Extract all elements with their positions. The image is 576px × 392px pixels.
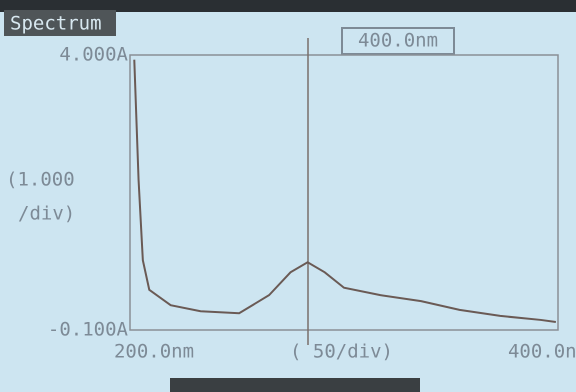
screen: Spectrum 400.0nm (1.000 /div) ( 50/div) … xyxy=(0,0,576,392)
y-tick-label: -0.100A xyxy=(48,319,129,341)
y-axis-label: (1.000 xyxy=(6,169,75,191)
x-axis-label: ( 50/div) xyxy=(290,341,393,363)
x-tick-label: 400.0nm xyxy=(508,341,576,363)
cursor-readout: 400.0nm xyxy=(358,30,438,52)
y-axis-label: /div) xyxy=(18,203,75,225)
header-title: Spectrum xyxy=(10,13,102,35)
footer-bar xyxy=(170,378,420,392)
y-tick-label: 4.000A xyxy=(59,44,128,66)
x-tick-label: 200.0nm xyxy=(114,341,194,363)
